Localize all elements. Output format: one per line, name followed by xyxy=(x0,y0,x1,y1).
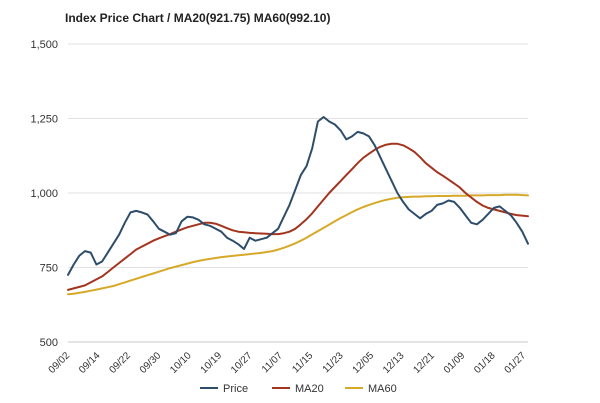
chart-title: Index Price Chart / MA20(921.75) MA60(99… xyxy=(65,11,330,25)
legend-label: MA60 xyxy=(368,383,397,395)
legend-item-ma60: MA60 xyxy=(345,383,397,395)
x-tick-label: 12/21 xyxy=(411,350,437,376)
legend-item-ma20: MA20 xyxy=(272,383,324,395)
legend: Price MA20 MA60 xyxy=(200,383,397,395)
x-tick-label: 09/14 xyxy=(77,350,103,376)
series-line-ma20 xyxy=(67,142,529,291)
y-tick-label: 1,500 xyxy=(30,39,58,51)
y-tick-label: 1,000 xyxy=(30,188,58,200)
x-tick-label: 11/15 xyxy=(290,350,315,375)
legend-label: MA20 xyxy=(295,383,324,395)
y-tick-label: 1,250 xyxy=(30,114,58,126)
x-tick-label: 10/10 xyxy=(168,350,194,376)
legend-label: Price xyxy=(223,383,248,395)
x-tick-label: 01/18 xyxy=(472,350,498,376)
x-tick-label: 11/23 xyxy=(321,350,346,375)
x-tick-label: 11/07 xyxy=(260,350,285,375)
y-axis-ticks: 500 750 1,000 1,250 1,500 xyxy=(30,39,58,349)
x-tick-label: 09/02 xyxy=(47,350,73,376)
y-tick-label: 750 xyxy=(40,263,58,275)
x-tick-label: 01/09 xyxy=(442,350,468,376)
x-tick-label: 09/30 xyxy=(138,350,164,376)
x-tick-label: 01/27 xyxy=(503,350,529,376)
series-line-price xyxy=(67,116,529,276)
x-axis-ticks: 09/02 09/14 09/22 09/30 10/10 10/19 10/27 11/07… xyxy=(47,350,529,376)
x-tick-label: 10/19 xyxy=(199,350,225,376)
x-tick-label: 09/22 xyxy=(107,350,133,376)
x-tick-label: 12/05 xyxy=(351,350,377,376)
gridlines xyxy=(68,43,528,343)
x-tick-label: 10/27 xyxy=(229,350,255,376)
x-tick-label: 12/13 xyxy=(381,350,407,376)
series-lines xyxy=(67,116,529,296)
series-line-ma60 xyxy=(67,193,529,296)
legend-item-price: Price xyxy=(200,383,248,395)
y-tick-label: 500 xyxy=(40,337,58,349)
